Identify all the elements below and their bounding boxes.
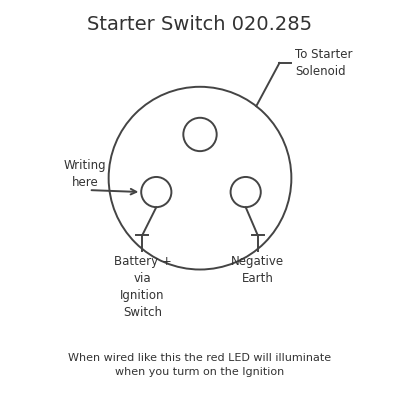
Text: Writing
here: Writing here	[64, 159, 106, 189]
Text: Negative
Earth: Negative Earth	[231, 255, 284, 285]
Text: When wired like this the red LED will illuminate
when you turm on the Ignition: When wired like this the red LED will il…	[68, 353, 332, 377]
Text: Battery +
via
Ignition
Switch: Battery + via Ignition Switch	[114, 255, 171, 319]
Text: Starter Switch 020.285: Starter Switch 020.285	[88, 15, 312, 34]
Text: To Starter
Solenoid: To Starter Solenoid	[295, 48, 353, 78]
